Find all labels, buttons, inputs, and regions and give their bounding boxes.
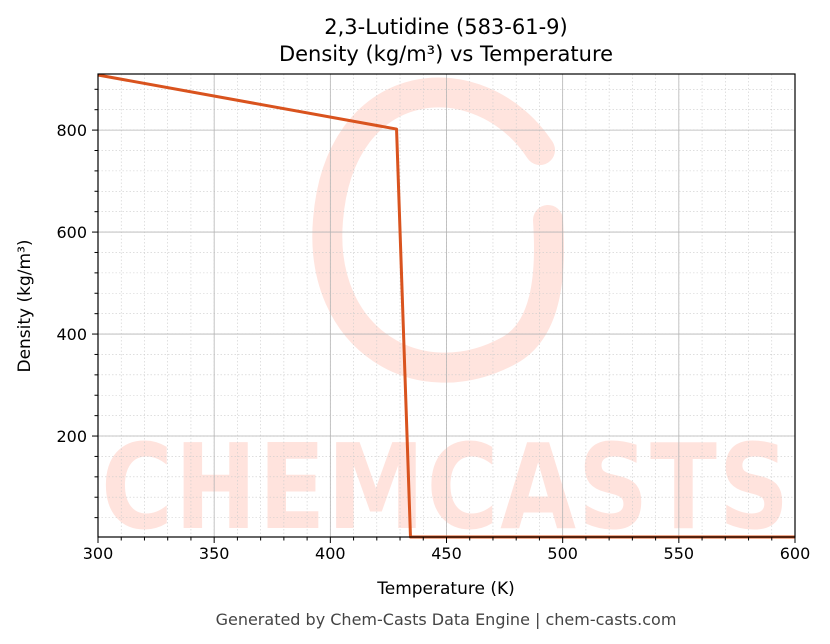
- y-axis: 200 400 600 800: [56, 88, 98, 519]
- chart-title-line2: Density (kg/m³) vs Temperature: [279, 42, 613, 66]
- x-tick-label: 600: [780, 544, 811, 563]
- y-tick-label: 400: [56, 325, 87, 344]
- footer-text: Generated by Chem-Casts Data Engine | ch…: [216, 610, 677, 629]
- y-tick-label: 200: [56, 427, 87, 446]
- watermark: CHEMCASTS: [101, 77, 791, 556]
- y-tick-label: 600: [56, 223, 87, 242]
- chart-title-line1: 2,3-Lutidine (583-61-9): [324, 15, 567, 39]
- x-axis-label: Temperature (K): [376, 579, 515, 599]
- x-tick-label: 550: [664, 544, 695, 563]
- x-tick-label: 300: [83, 544, 114, 563]
- y-tick-label: 800: [56, 121, 87, 140]
- x-tick-label: 400: [315, 544, 346, 563]
- y-axis-label: Density (kg/m³): [15, 239, 35, 372]
- x-tick-label: 450: [431, 544, 462, 563]
- watermark-logo-arc: [312, 77, 565, 383]
- x-axis: 300 350 400 450 500 550 600: [83, 537, 811, 563]
- x-tick-label: 500: [547, 544, 578, 563]
- x-tick-label: 350: [199, 544, 230, 563]
- watermark-text: CHEMCASTS: [101, 418, 791, 556]
